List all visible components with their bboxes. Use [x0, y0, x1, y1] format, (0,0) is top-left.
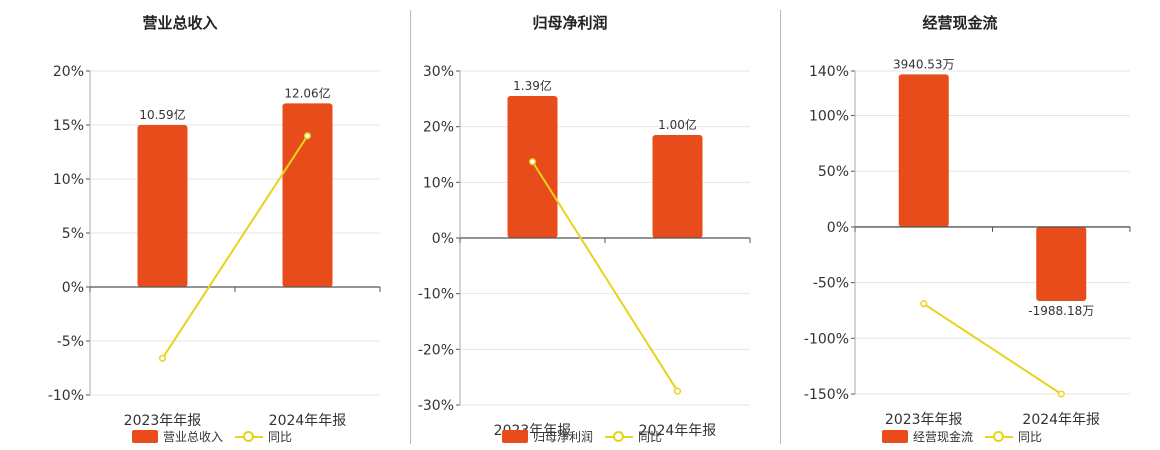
y-tick-label: -100%	[804, 331, 849, 347]
chart-legend: 营业总收入 同比	[132, 428, 292, 444]
legend-line-swatch	[235, 430, 264, 443]
x-tick-label: 2024年年报	[639, 423, 717, 439]
bar-data-label: 1.39亿	[513, 78, 552, 93]
legend-line-label: 同比	[638, 429, 663, 444]
chart-legend: 经营现金流 同比	[882, 428, 1042, 444]
panel-divider	[780, 10, 781, 444]
y-tick-label: -20%	[418, 342, 454, 358]
y-tick-label: 0%	[62, 280, 84, 296]
yoy-point	[920, 300, 928, 308]
yoy-point	[303, 132, 312, 140]
yoy-point	[1057, 390, 1065, 398]
legend-bar-label: 经营现金流	[913, 429, 974, 444]
bar-data-label: 10.59亿	[139, 107, 185, 122]
y-tick-label: 15%	[53, 118, 84, 134]
yoy-point	[528, 158, 537, 166]
chart-plot: 20% 15% 10% 5% 0% -5% -10% 10.59亿 12.06亿 2023年年报 2…	[48, 64, 381, 429]
y-tick-label: -50%	[813, 276, 849, 292]
x-tick-label: 2024年年报	[1022, 412, 1100, 428]
chart-legend: 归母净利润 同比	[502, 428, 662, 444]
x-tick-label: 2023年年报	[124, 413, 202, 429]
y-tick-label: -150%	[804, 387, 849, 403]
legend-bar-label: 归母净利润	[533, 429, 594, 444]
x-tick-label: 2023年年报	[885, 412, 963, 428]
bar	[1036, 226, 1087, 301]
y-tick-label: 10%	[423, 175, 454, 191]
legend-line-swatch	[985, 430, 1014, 443]
y-tick-label: 140%	[809, 64, 849, 80]
legend-bar-label: 营业总收入	[163, 429, 224, 444]
chart-title: 营业总收入	[142, 14, 218, 32]
legend-bar-swatch	[502, 429, 528, 443]
y-tick-label: 5%	[62, 226, 84, 242]
y-tick-label: 30%	[423, 64, 454, 80]
bar	[652, 135, 703, 238]
chart-panel-net-profit: 归母净利润 30% 20% 10% 0% -10% -20% -30% 1.39亿 1.00亿 2…	[370, 0, 751, 450]
legend-line-label: 同比	[1018, 429, 1043, 444]
chart-panel-cash-flow: 经营现金流 140% 100% 50% 0% -50% -100% -150% 3940.53…	[750, 0, 1131, 450]
legend-line-label: 同比	[268, 429, 293, 444]
chart-title: 经营现金流	[922, 14, 998, 32]
y-tick-label: 20%	[53, 64, 84, 80]
panel-divider	[410, 10, 411, 444]
y-tick-label: 10%	[53, 172, 84, 188]
y-tick-label: 0%	[432, 231, 454, 247]
legend-line-swatch	[605, 430, 634, 443]
yoy-line	[161, 135, 309, 359]
chart-panel-revenue: 营业总收入 20% 15% 10% 5% 0% -5% -10% 10.59亿 12.06亿 20…	[0, 0, 381, 450]
x-tick-label: 2024年年报	[269, 413, 347, 429]
yoy-line	[923, 302, 1062, 395]
chart-title: 归母净利润	[532, 14, 608, 32]
chart-plot: 140% 100% 50% 0% -50% -100% -150% 3940.53万 -1988…	[804, 57, 1131, 428]
bar-data-label: 12.06亿	[284, 85, 330, 100]
bar	[282, 103, 333, 288]
chart-plot: 30%20%10%0%-10%-20%-30%1.39亿1.00亿2023年年报…	[418, 64, 751, 439]
yoy-line	[531, 161, 679, 392]
yoy-point	[158, 354, 167, 362]
y-tick-label: -30%	[418, 398, 454, 414]
bar-data-label: 3940.53万	[893, 57, 955, 71]
yoy-point	[673, 387, 682, 395]
bar-data-label: -1988.18万	[1028, 304, 1094, 318]
bar-data-label: 1.00亿	[658, 117, 697, 132]
y-tick-label: -10%	[418, 287, 454, 303]
bar	[507, 96, 558, 238]
bar	[137, 125, 188, 287]
legend-bar-swatch	[132, 429, 158, 443]
y-tick-label: 50%	[818, 164, 849, 180]
y-tick-label: 100%	[809, 109, 849, 125]
bar	[898, 74, 949, 227]
y-tick-label: -10%	[48, 388, 84, 404]
y-tick-label: 20%	[423, 120, 454, 136]
y-tick-label: 0%	[827, 220, 849, 236]
y-tick-label: -5%	[57, 334, 84, 350]
legend-bar-swatch	[882, 429, 908, 443]
